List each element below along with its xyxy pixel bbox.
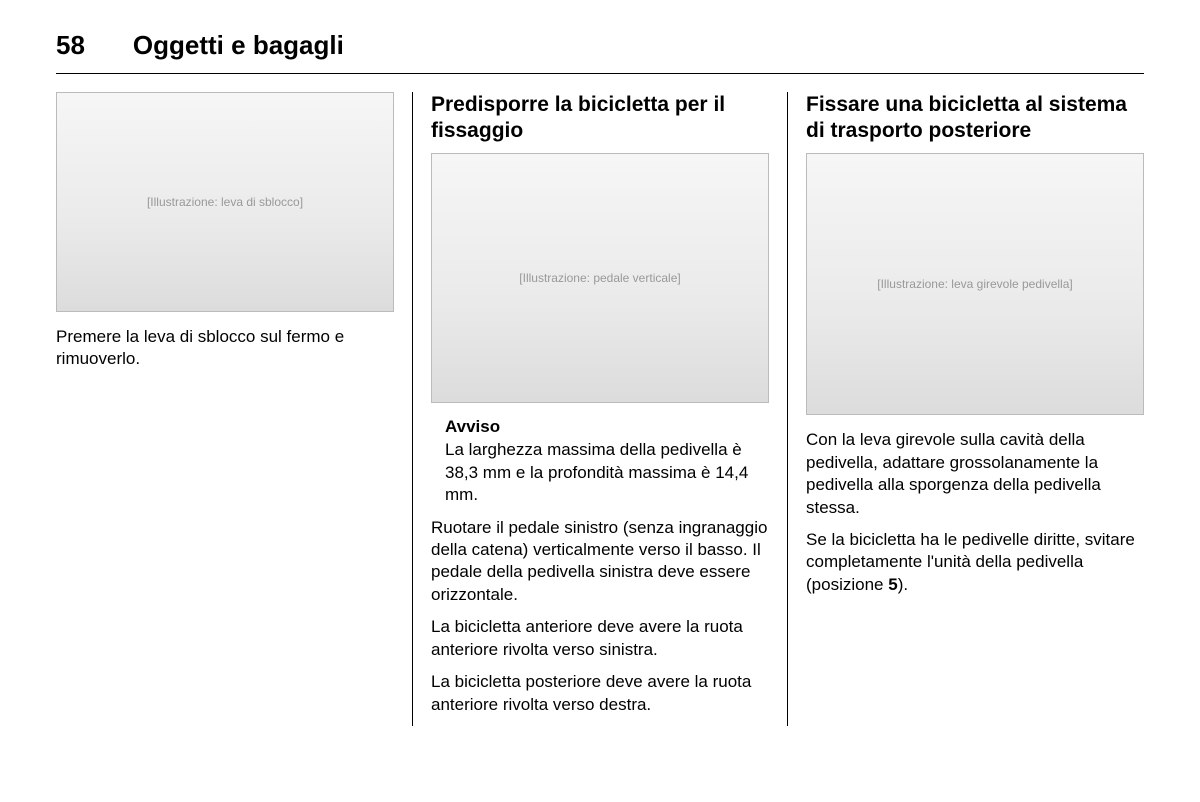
col2-paragraph-2: La bicicletta anteriore deve avere la ru… — [431, 616, 769, 661]
col1-paragraph-1: Premere la leva di sblocco sul fermo e r… — [56, 326, 394, 371]
column-2: Predisporre la bicicletta per il fissagg… — [412, 92, 787, 726]
content-columns: [Illustrazione: leva di sblocco] Premere… — [56, 92, 1144, 726]
col3-paragraph-1: Con la leva girevole sulla cavità della … — [806, 429, 1144, 519]
figure-bicycle-pedal: [Illustrazione: pedale verticale] — [431, 153, 769, 403]
avviso-label: Avviso — [431, 417, 769, 437]
page-header: 58 Oggetti e bagagli — [56, 30, 1144, 74]
col2-paragraph-3: La bicicletta posteriore deve avere la r… — [431, 671, 769, 716]
col2-heading: Predisporre la bicicletta per il fissagg… — [431, 92, 769, 143]
col3-p2-part-a: Se la bicicletta ha le pedivelle diritte… — [806, 530, 1135, 594]
figure-crank-lever: [Illustrazione: leva girevole pedivella] — [806, 153, 1144, 415]
column-3: Fissare una bicicletta al sistema di tra… — [787, 92, 1144, 726]
col3-p2-position-number: 5 — [888, 575, 897, 594]
col3-p2-part-c: ). — [898, 575, 908, 594]
page-title: Oggetti e bagagli — [133, 30, 344, 61]
figure-placeholder: [Illustrazione: leva di sblocco] — [147, 195, 303, 209]
figure-placeholder: [Illustrazione: leva girevole pedivella] — [877, 277, 1072, 291]
col2-paragraph-1: Ruotare il pedale sinistro (senza in­gra… — [431, 517, 769, 607]
figure-placeholder: [Illustrazione: pedale verticale] — [519, 271, 680, 285]
avviso-text: La larghezza massima della pedi­vella è … — [431, 439, 769, 506]
figure-release-lever: [Illustrazione: leva di sblocco] — [56, 92, 394, 312]
col3-heading: Fissare una bicicletta al sistema di tra… — [806, 92, 1144, 143]
page-number: 58 — [56, 30, 85, 61]
column-1: [Illustrazione: leva di sblocco] Premere… — [56, 92, 412, 726]
col3-paragraph-2: Se la bicicletta ha le pedivelle diritte… — [806, 529, 1144, 596]
